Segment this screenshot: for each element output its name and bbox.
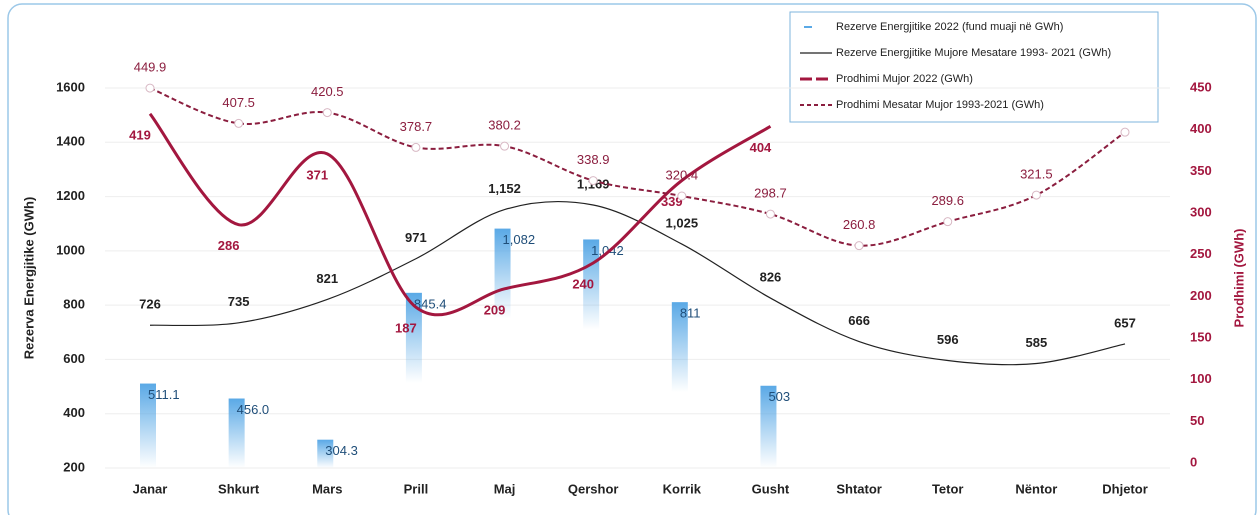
data-label: 845.4 bbox=[414, 296, 447, 311]
y-tick-label: 400 bbox=[63, 405, 85, 420]
y2-tick-label: 450 bbox=[1190, 79, 1212, 94]
y-tick-label: 1200 bbox=[56, 188, 85, 203]
legend-box bbox=[789, 11, 1159, 123]
y2-tick-label: 400 bbox=[1190, 121, 1212, 136]
legend-label: Rezerve Energjitike 2022 (fund muaji në … bbox=[836, 21, 1063, 33]
y-tick-label: 800 bbox=[63, 297, 85, 312]
data-label: 511.1 bbox=[148, 387, 180, 402]
data-label: 1,152 bbox=[488, 181, 521, 196]
marker bbox=[1120, 127, 1130, 137]
x-tick-label: Tetor bbox=[932, 481, 964, 496]
x-tick-label: Maj bbox=[494, 481, 516, 496]
data-label: 380.2 bbox=[488, 118, 521, 133]
data-label: 503 bbox=[768, 389, 790, 404]
x-tick-label: Dhjetor bbox=[1102, 481, 1148, 496]
marker bbox=[234, 118, 244, 128]
bar bbox=[317, 439, 334, 468]
data-label: 286 bbox=[218, 238, 240, 253]
y2-tick-label: 50 bbox=[1190, 413, 1204, 428]
data-label: 456.0 bbox=[237, 402, 270, 417]
data-label: 320.4 bbox=[666, 167, 699, 182]
data-label: 240 bbox=[572, 276, 594, 291]
marker bbox=[677, 191, 687, 201]
y2-tick-label: 150 bbox=[1190, 329, 1212, 344]
data-label: 289.6 bbox=[931, 193, 964, 208]
bar bbox=[494, 228, 511, 319]
marker bbox=[943, 217, 953, 227]
data-label: 821 bbox=[316, 271, 338, 286]
x-tick-label: Qershor bbox=[568, 481, 619, 496]
y2-tick-label: 250 bbox=[1190, 246, 1212, 261]
marker bbox=[322, 108, 332, 118]
data-label: 187 bbox=[395, 321, 417, 336]
x-tick-label: Shkurt bbox=[218, 481, 260, 496]
x-tick-label: Mars bbox=[312, 481, 342, 496]
data-label: 260.8 bbox=[843, 217, 876, 232]
data-label: 1,082 bbox=[503, 232, 536, 247]
data-label: 304.3 bbox=[325, 443, 358, 458]
data-label: 596 bbox=[937, 332, 959, 347]
data-label: 338.9 bbox=[577, 152, 610, 167]
y2-tick-label: 350 bbox=[1190, 163, 1212, 178]
x-tick-label: Prill bbox=[404, 481, 429, 496]
legend-label: Prodhimi Mesatar Mujor 1993-2021 (GWh) bbox=[836, 99, 1044, 111]
data-label: 378.7 bbox=[400, 119, 433, 134]
data-label: 371 bbox=[306, 167, 328, 182]
marker bbox=[500, 141, 510, 151]
data-label: 407.5 bbox=[222, 95, 255, 110]
x-tick-label: Gusht bbox=[752, 481, 790, 496]
frame bbox=[7, 3, 1257, 515]
marker bbox=[765, 209, 775, 219]
data-label: 209 bbox=[484, 302, 506, 317]
bar bbox=[228, 398, 245, 468]
data-label: 321.5 bbox=[1020, 167, 1053, 182]
y2-tick-label: 300 bbox=[1190, 204, 1212, 219]
data-label: 585 bbox=[1026, 335, 1048, 350]
data-label: 1,042 bbox=[591, 243, 624, 258]
data-label: 339 bbox=[661, 194, 683, 209]
y2-axis-label: Prodhimi (GWh) bbox=[1231, 229, 1246, 328]
legend-label: Rezerve Energjitike Mujore Mesatare 1993… bbox=[836, 47, 1111, 59]
y-axis-label: Rezerva Energjitike (GWh) bbox=[21, 197, 36, 360]
marker bbox=[854, 241, 864, 251]
data-label: 971 bbox=[405, 230, 427, 245]
data-label: 298.7 bbox=[754, 186, 787, 201]
y-tick-label: 200 bbox=[63, 459, 85, 474]
bar bbox=[405, 292, 422, 383]
y2-tick-label: 100 bbox=[1190, 371, 1212, 386]
bar bbox=[671, 302, 688, 393]
line bbox=[149, 87, 1126, 247]
y-tick-label: 1600 bbox=[56, 79, 85, 94]
data-label: 419 bbox=[129, 127, 151, 142]
marker bbox=[588, 176, 598, 186]
data-label: 449.9 bbox=[134, 60, 167, 75]
line bbox=[149, 200, 1126, 366]
bar bbox=[140, 383, 156, 468]
marker bbox=[1031, 190, 1041, 200]
line bbox=[148, 112, 772, 317]
marker bbox=[411, 142, 421, 152]
x-tick-label: Janar bbox=[133, 481, 168, 496]
data-label: 726 bbox=[139, 297, 161, 312]
y2-tick-label: 0 bbox=[1190, 454, 1197, 469]
marker bbox=[145, 83, 155, 93]
y-tick-label: 600 bbox=[63, 351, 85, 366]
y2-tick-label: 200 bbox=[1190, 288, 1212, 303]
data-label: 811 bbox=[680, 306, 701, 321]
data-label: 826 bbox=[760, 270, 782, 285]
x-tick-label: Shtator bbox=[836, 481, 882, 496]
y-tick-label: 1400 bbox=[56, 134, 85, 149]
data-label: 420.5 bbox=[311, 84, 344, 99]
data-label: 666 bbox=[848, 313, 870, 328]
legend-label: Prodhimi Mujor 2022 (GWh) bbox=[836, 73, 973, 85]
y-tick-label: 1000 bbox=[56, 242, 85, 257]
data-label: 1,025 bbox=[666, 216, 699, 231]
data-label: 735 bbox=[228, 294, 250, 309]
x-tick-label: Nëntor bbox=[1015, 481, 1057, 496]
data-label: 657 bbox=[1114, 315, 1136, 330]
bar bbox=[760, 385, 777, 468]
data-label: 404 bbox=[750, 140, 772, 155]
x-tick-label: Korrik bbox=[663, 481, 702, 496]
